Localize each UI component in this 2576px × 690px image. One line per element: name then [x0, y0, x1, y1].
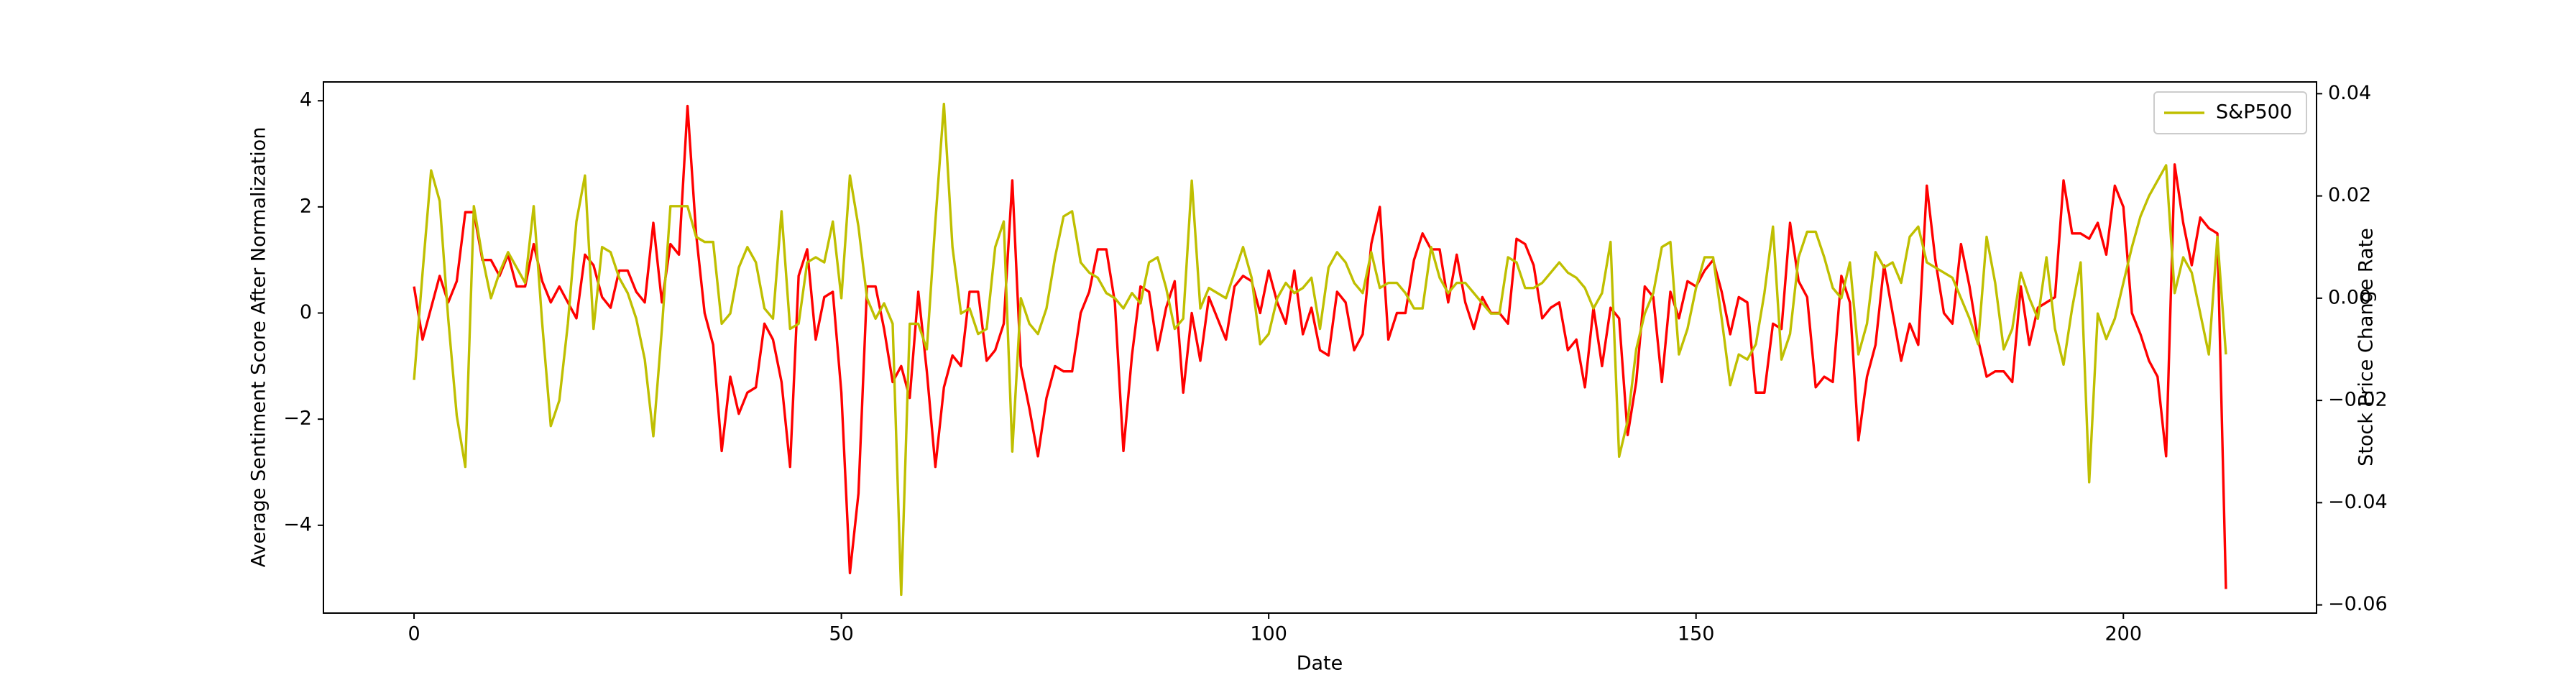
y2-tick-label: −0.04	[2328, 491, 2388, 513]
line-series	[413, 104, 2227, 589]
x-tick-label: 50	[829, 623, 853, 645]
line-series	[413, 102, 2227, 597]
y-tick-label: 4	[300, 89, 312, 111]
x-tick-label: 200	[2104, 623, 2142, 645]
y-tick-label: 0	[300, 301, 312, 323]
x-tick-label: 100	[1250, 623, 1287, 645]
legend-label: S&P500	[2216, 101, 2292, 124]
y-tick-label: 2	[300, 195, 312, 217]
y2-axis-label: Stock Price Change Rate	[2355, 228, 2378, 466]
legend-box	[2153, 91, 2307, 134]
x-tick-label: 150	[1678, 623, 1715, 645]
y2-tick-label: 0.02	[2328, 184, 2371, 206]
y2-tick-label: −0.06	[2328, 593, 2388, 615]
y2-tick-label: 0.04	[2328, 82, 2371, 104]
x-tick-label: 0	[408, 623, 420, 645]
y2-tick-label: −0.02	[2328, 389, 2388, 411]
y-tick-label: −4	[283, 513, 312, 535]
x-axis-label: Date	[1297, 653, 1343, 675]
plot-frame	[323, 81, 2317, 614]
y-tick-label: −2	[283, 408, 312, 430]
y2-tick-label: 0.00	[2328, 286, 2371, 308]
y-axis-label: Average Sentiment Score After Normalizat…	[248, 127, 270, 568]
